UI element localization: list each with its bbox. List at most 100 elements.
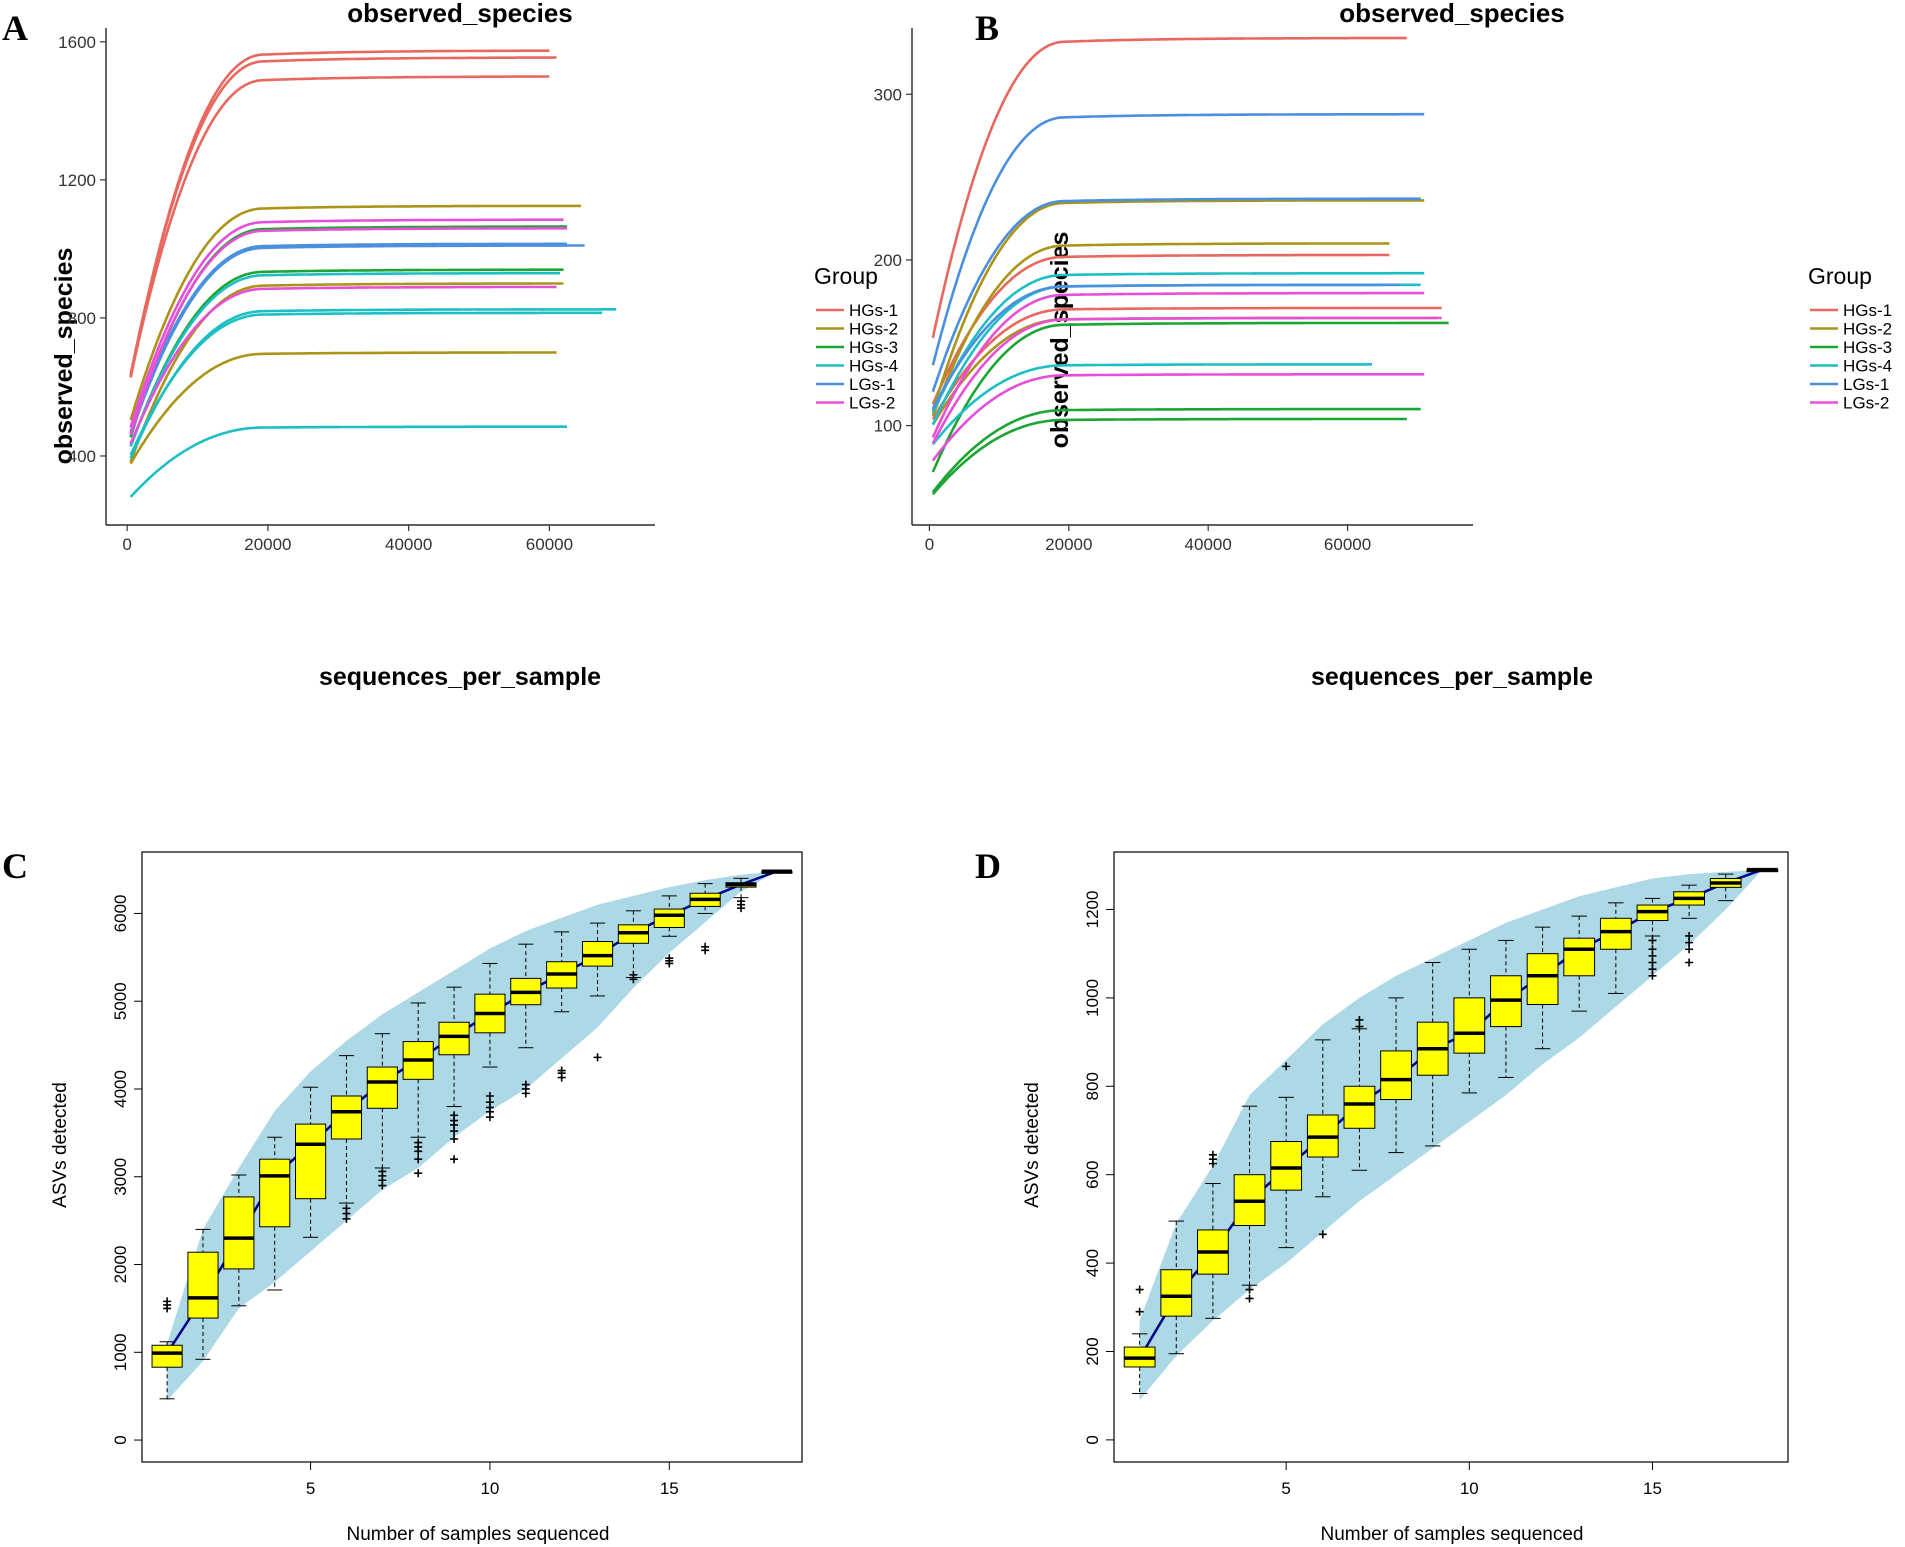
outlier-point xyxy=(378,1167,387,1176)
box-8 xyxy=(1380,997,1412,1154)
y-tick-label: 400 xyxy=(1083,1249,1102,1277)
y-tick-label: 1600 xyxy=(58,33,96,52)
box-iqr xyxy=(1343,1085,1376,1129)
series-line-hgs-1 xyxy=(931,253,1390,405)
box-1 xyxy=(1123,1285,1156,1394)
y-axis-title-d: ASVs detected xyxy=(1022,1082,1043,1208)
outlier-point xyxy=(1245,1294,1254,1303)
legend-label-hgs-3: HGs-3 xyxy=(1843,338,1892,357)
series-line-hgs-4 xyxy=(931,362,1372,446)
box-18 xyxy=(761,869,793,874)
x-axis-title-c: Number of samples sequenced xyxy=(347,1524,610,1545)
box-iqr xyxy=(653,908,685,928)
series-line-hgs-4 xyxy=(129,311,603,456)
series-line-lgs-1 xyxy=(931,112,1425,366)
legend-title-b: Group xyxy=(1808,263,1872,289)
box-iqr xyxy=(1270,1141,1303,1191)
series-line-lgs-1 xyxy=(931,197,1421,393)
series-line-hgs-4 xyxy=(129,307,617,459)
plot-frame xyxy=(141,851,803,1463)
box-11 xyxy=(1490,939,1522,1078)
x-axis-title-a: sequences_per_sample xyxy=(319,663,601,691)
y-tick-label: 3000 xyxy=(111,1158,130,1196)
box-iqr xyxy=(1160,1269,1193,1317)
box-10 xyxy=(474,962,506,1122)
box-iqr xyxy=(1453,997,1486,1054)
box-4 xyxy=(259,1136,291,1291)
panel-a: A observed_species sequences_per_sample … xyxy=(2,0,898,691)
legend-label-hgs-2: HGs-2 xyxy=(849,320,898,339)
y-tick-label: 0 xyxy=(111,1435,130,1444)
panel-b: B observed_species sequences_per_sample … xyxy=(874,0,1893,691)
y-tick-label: 600 xyxy=(1083,1160,1102,1188)
y-axis-title-b: observed_species xyxy=(1046,232,1074,449)
y-tick-label: 400 xyxy=(68,447,96,466)
box-iqr xyxy=(366,1066,398,1109)
outlier-point xyxy=(1685,958,1694,967)
outlier-point xyxy=(665,954,674,963)
legend-label-hgs-1: HGs-1 xyxy=(849,301,898,320)
outlier-point xyxy=(593,1053,602,1062)
outlier-point xyxy=(1648,936,1657,945)
outlier-point xyxy=(521,1080,530,1089)
x-tick-label: 20000 xyxy=(1045,535,1092,554)
outlier-point xyxy=(1245,1285,1254,1294)
x-tick-label: 0 xyxy=(925,535,934,554)
y-tick-label: 100 xyxy=(874,417,902,436)
series-line-hgs-4 xyxy=(931,271,1425,414)
y-tick-label: 800 xyxy=(68,309,96,328)
box-14 xyxy=(1599,902,1632,994)
series-line-hgs-1 xyxy=(129,49,550,378)
box-15 xyxy=(653,895,685,968)
x-tick-label: 60000 xyxy=(1324,535,1371,554)
box-iqr xyxy=(581,941,614,967)
box-6 xyxy=(330,1055,363,1223)
box-5 xyxy=(1270,1062,1303,1249)
x-tick-label: 60000 xyxy=(526,535,573,554)
legend-label-lgs-1: LGs-1 xyxy=(1843,375,1889,394)
y-tick-label: 200 xyxy=(874,251,902,270)
y-axis-title-a: observed_species xyxy=(50,248,78,465)
outlier-point xyxy=(1355,1015,1364,1024)
box-2 xyxy=(187,1228,219,1360)
x-tick-label: 40000 xyxy=(385,535,432,554)
x-axis-title-b: sequences_per_sample xyxy=(1311,663,1593,691)
chart-title-a: observed_species xyxy=(347,0,572,28)
legend-title-a: Group xyxy=(814,263,878,289)
x-axis-title-d: Number of samples sequenced xyxy=(1321,1524,1584,1545)
plot-area-a: 400 800 1200 1600 0 20000 40000 60000 xyxy=(58,28,655,554)
outlier-point xyxy=(485,1092,494,1100)
plot-area-c: 0 1000 2000 3000 4000 5000 6000 5 10 15 xyxy=(111,851,803,1498)
plot-area-d: 0 200 400 600 800 1000 1200 5 10 15 xyxy=(1083,851,1789,1498)
box-iqr xyxy=(295,1123,327,1200)
box-iqr xyxy=(1563,937,1596,977)
series-line-lgs-2 xyxy=(931,372,1425,462)
outlier-point xyxy=(1135,1307,1144,1316)
legend-label-hgs-2: HGs-2 xyxy=(1843,320,1892,339)
series-line-hgs-3 xyxy=(931,321,1449,473)
series-line-lgs-2 xyxy=(129,227,567,435)
box-1 xyxy=(151,1297,183,1400)
box-8 xyxy=(402,1002,434,1178)
legend-label-lgs-2: LGs-2 xyxy=(1843,394,1889,413)
x-tick-label: 15 xyxy=(1643,1479,1662,1498)
series-line-hgs-1 xyxy=(129,75,550,378)
panel-d: D Number of samples sequenced ASVs detec… xyxy=(975,846,1789,1545)
outlier-point xyxy=(163,1297,172,1306)
box-16 xyxy=(689,883,721,955)
outlier-point xyxy=(737,897,746,906)
series-line-hgs-4 xyxy=(129,271,560,447)
series-line-lgs-2 xyxy=(931,291,1425,439)
outlier-point xyxy=(450,1155,459,1164)
box-iqr xyxy=(259,1158,291,1228)
legend-label-hgs-1: HGs-1 xyxy=(1843,301,1892,320)
x-tick-label: 5 xyxy=(1281,1479,1290,1498)
x-tick-label: 5 xyxy=(306,1479,315,1498)
series-line-lgs-2 xyxy=(931,316,1442,445)
y-tick-label: 2000 xyxy=(111,1246,130,1284)
outlier-point xyxy=(414,1169,423,1178)
legend-label-hgs-4: HGs-4 xyxy=(1843,357,1892,376)
series-line-lgs-2 xyxy=(129,218,564,428)
outlier-point xyxy=(1685,931,1694,940)
